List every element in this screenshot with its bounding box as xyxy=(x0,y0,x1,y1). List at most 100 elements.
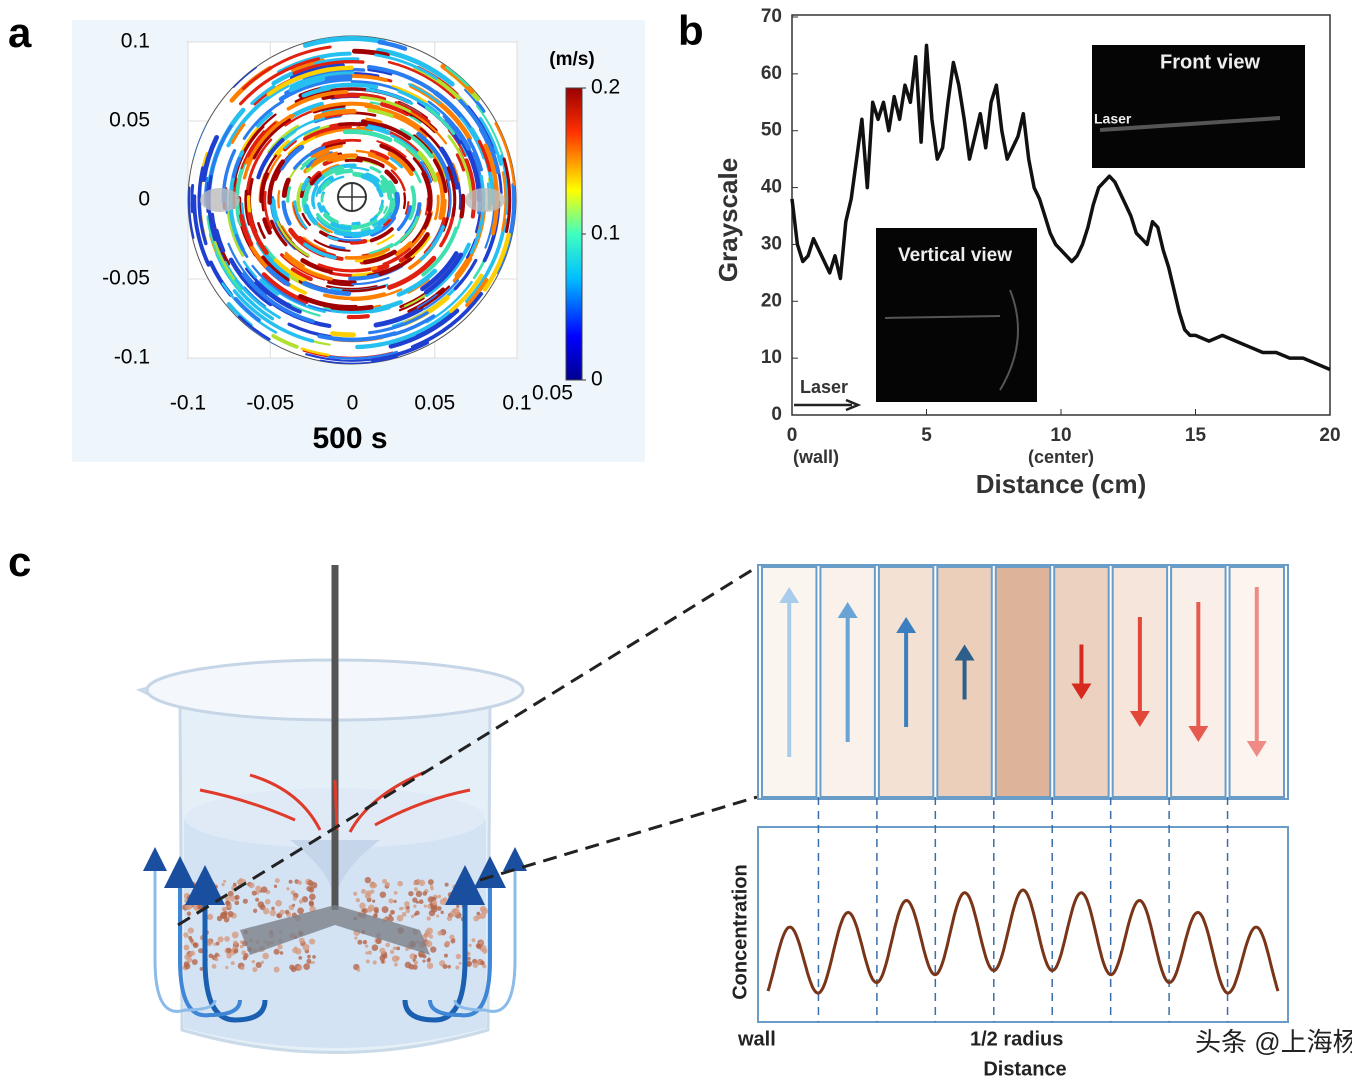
particle xyxy=(255,961,262,969)
streamline xyxy=(302,281,352,297)
streamline xyxy=(301,86,332,98)
streamline xyxy=(434,194,440,221)
particle xyxy=(404,901,410,907)
particle xyxy=(447,900,451,904)
y-tick-label: 0.05 xyxy=(109,109,150,132)
streamline xyxy=(313,108,357,120)
particle xyxy=(273,948,280,955)
streamline xyxy=(265,265,291,287)
particle xyxy=(225,965,229,970)
baffle xyxy=(200,188,240,212)
impeller xyxy=(240,905,430,955)
streamline xyxy=(404,201,410,215)
particle xyxy=(458,961,462,965)
streamline xyxy=(296,182,304,213)
streamline xyxy=(261,255,290,283)
particle xyxy=(393,899,397,904)
panel-label: a xyxy=(8,9,32,56)
streamline xyxy=(327,235,339,241)
streamline xyxy=(197,166,208,246)
streamline xyxy=(382,247,412,266)
particle xyxy=(225,900,231,906)
particle xyxy=(208,953,214,959)
y-tick-label: 0 xyxy=(771,404,782,425)
flow-layer xyxy=(994,566,1052,798)
streamline xyxy=(398,297,425,312)
streamline xyxy=(423,252,464,295)
particle xyxy=(273,884,278,888)
particle xyxy=(476,944,482,950)
y-tick-label: 60 xyxy=(761,63,782,84)
streamline xyxy=(344,247,390,260)
streamline xyxy=(227,242,268,296)
inflow-arrow xyxy=(348,770,426,833)
streamline xyxy=(334,92,387,102)
streamline xyxy=(233,296,261,323)
particle xyxy=(239,944,244,949)
particle xyxy=(286,887,290,891)
particle xyxy=(273,966,280,973)
streamline xyxy=(361,119,412,141)
particle xyxy=(194,896,200,901)
panel-c: Concentration wall 1/2 radius Distance xyxy=(135,564,1289,1080)
particle xyxy=(232,882,237,887)
streamline xyxy=(369,166,382,174)
streamline xyxy=(283,254,333,281)
particle xyxy=(242,898,248,904)
particle xyxy=(388,916,394,922)
particle xyxy=(405,908,411,914)
particle xyxy=(408,890,414,897)
streamline xyxy=(214,228,226,253)
streamline xyxy=(408,83,441,105)
particle xyxy=(371,944,379,952)
particle xyxy=(227,890,234,897)
particle xyxy=(298,956,303,960)
particle xyxy=(418,899,424,905)
streamline xyxy=(331,156,347,163)
inflow-arrow xyxy=(374,788,471,827)
streamline xyxy=(329,304,374,311)
streamline xyxy=(323,212,339,225)
streamline xyxy=(414,133,449,179)
streamline xyxy=(393,114,428,138)
streamline xyxy=(290,267,313,282)
particle xyxy=(412,897,418,903)
vessel-glow xyxy=(884,289,1019,391)
particle xyxy=(390,910,395,915)
particle xyxy=(415,890,423,898)
particle xyxy=(308,901,315,907)
particle xyxy=(312,954,316,959)
streamline xyxy=(294,87,367,103)
streamline xyxy=(242,99,285,140)
streamline xyxy=(232,66,257,88)
streamline xyxy=(301,212,312,227)
streamline xyxy=(367,68,393,76)
streamline xyxy=(288,76,326,93)
x-tick-label: 0 xyxy=(787,425,798,446)
y-tick-label: -0.05 xyxy=(102,267,150,290)
streamline xyxy=(369,227,394,243)
particle xyxy=(221,882,225,887)
streamline xyxy=(262,217,272,235)
particle xyxy=(301,896,309,903)
streamline xyxy=(360,226,371,232)
streamline xyxy=(322,138,341,146)
particle xyxy=(413,904,417,908)
streamline xyxy=(349,238,368,245)
streamline xyxy=(483,143,500,236)
streamline xyxy=(453,258,478,291)
particle xyxy=(303,963,310,970)
inset-front xyxy=(1092,45,1305,168)
streamline xyxy=(327,350,399,360)
particle xyxy=(223,910,228,916)
streamline xyxy=(402,192,407,210)
particle xyxy=(274,878,280,884)
inset-vertical xyxy=(876,228,1037,402)
streamline xyxy=(263,190,273,230)
streamline xyxy=(355,331,417,350)
shaft-cross xyxy=(338,183,366,211)
particle xyxy=(306,885,312,892)
particle xyxy=(259,904,266,911)
x-tick-sublabel: (center) xyxy=(1028,447,1094,467)
colorbar-unit: (m/s) xyxy=(549,49,594,70)
